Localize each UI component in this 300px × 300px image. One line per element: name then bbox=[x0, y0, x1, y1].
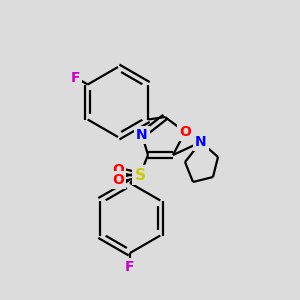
Text: N: N bbox=[195, 135, 207, 149]
Text: O: O bbox=[112, 173, 124, 187]
Text: O: O bbox=[112, 163, 124, 177]
Text: F: F bbox=[125, 260, 135, 274]
Text: O: O bbox=[179, 125, 191, 139]
Text: S: S bbox=[134, 167, 146, 182]
Text: F: F bbox=[71, 70, 80, 85]
Text: N: N bbox=[136, 128, 148, 142]
